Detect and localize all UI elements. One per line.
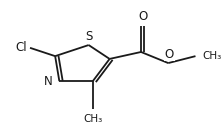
Text: N: N <box>43 75 52 88</box>
Text: S: S <box>85 30 92 43</box>
Text: Cl: Cl <box>16 41 28 54</box>
Text: CH₃: CH₃ <box>203 51 222 61</box>
Text: CH₃: CH₃ <box>83 114 102 124</box>
Text: O: O <box>138 10 148 23</box>
Text: O: O <box>165 48 174 61</box>
